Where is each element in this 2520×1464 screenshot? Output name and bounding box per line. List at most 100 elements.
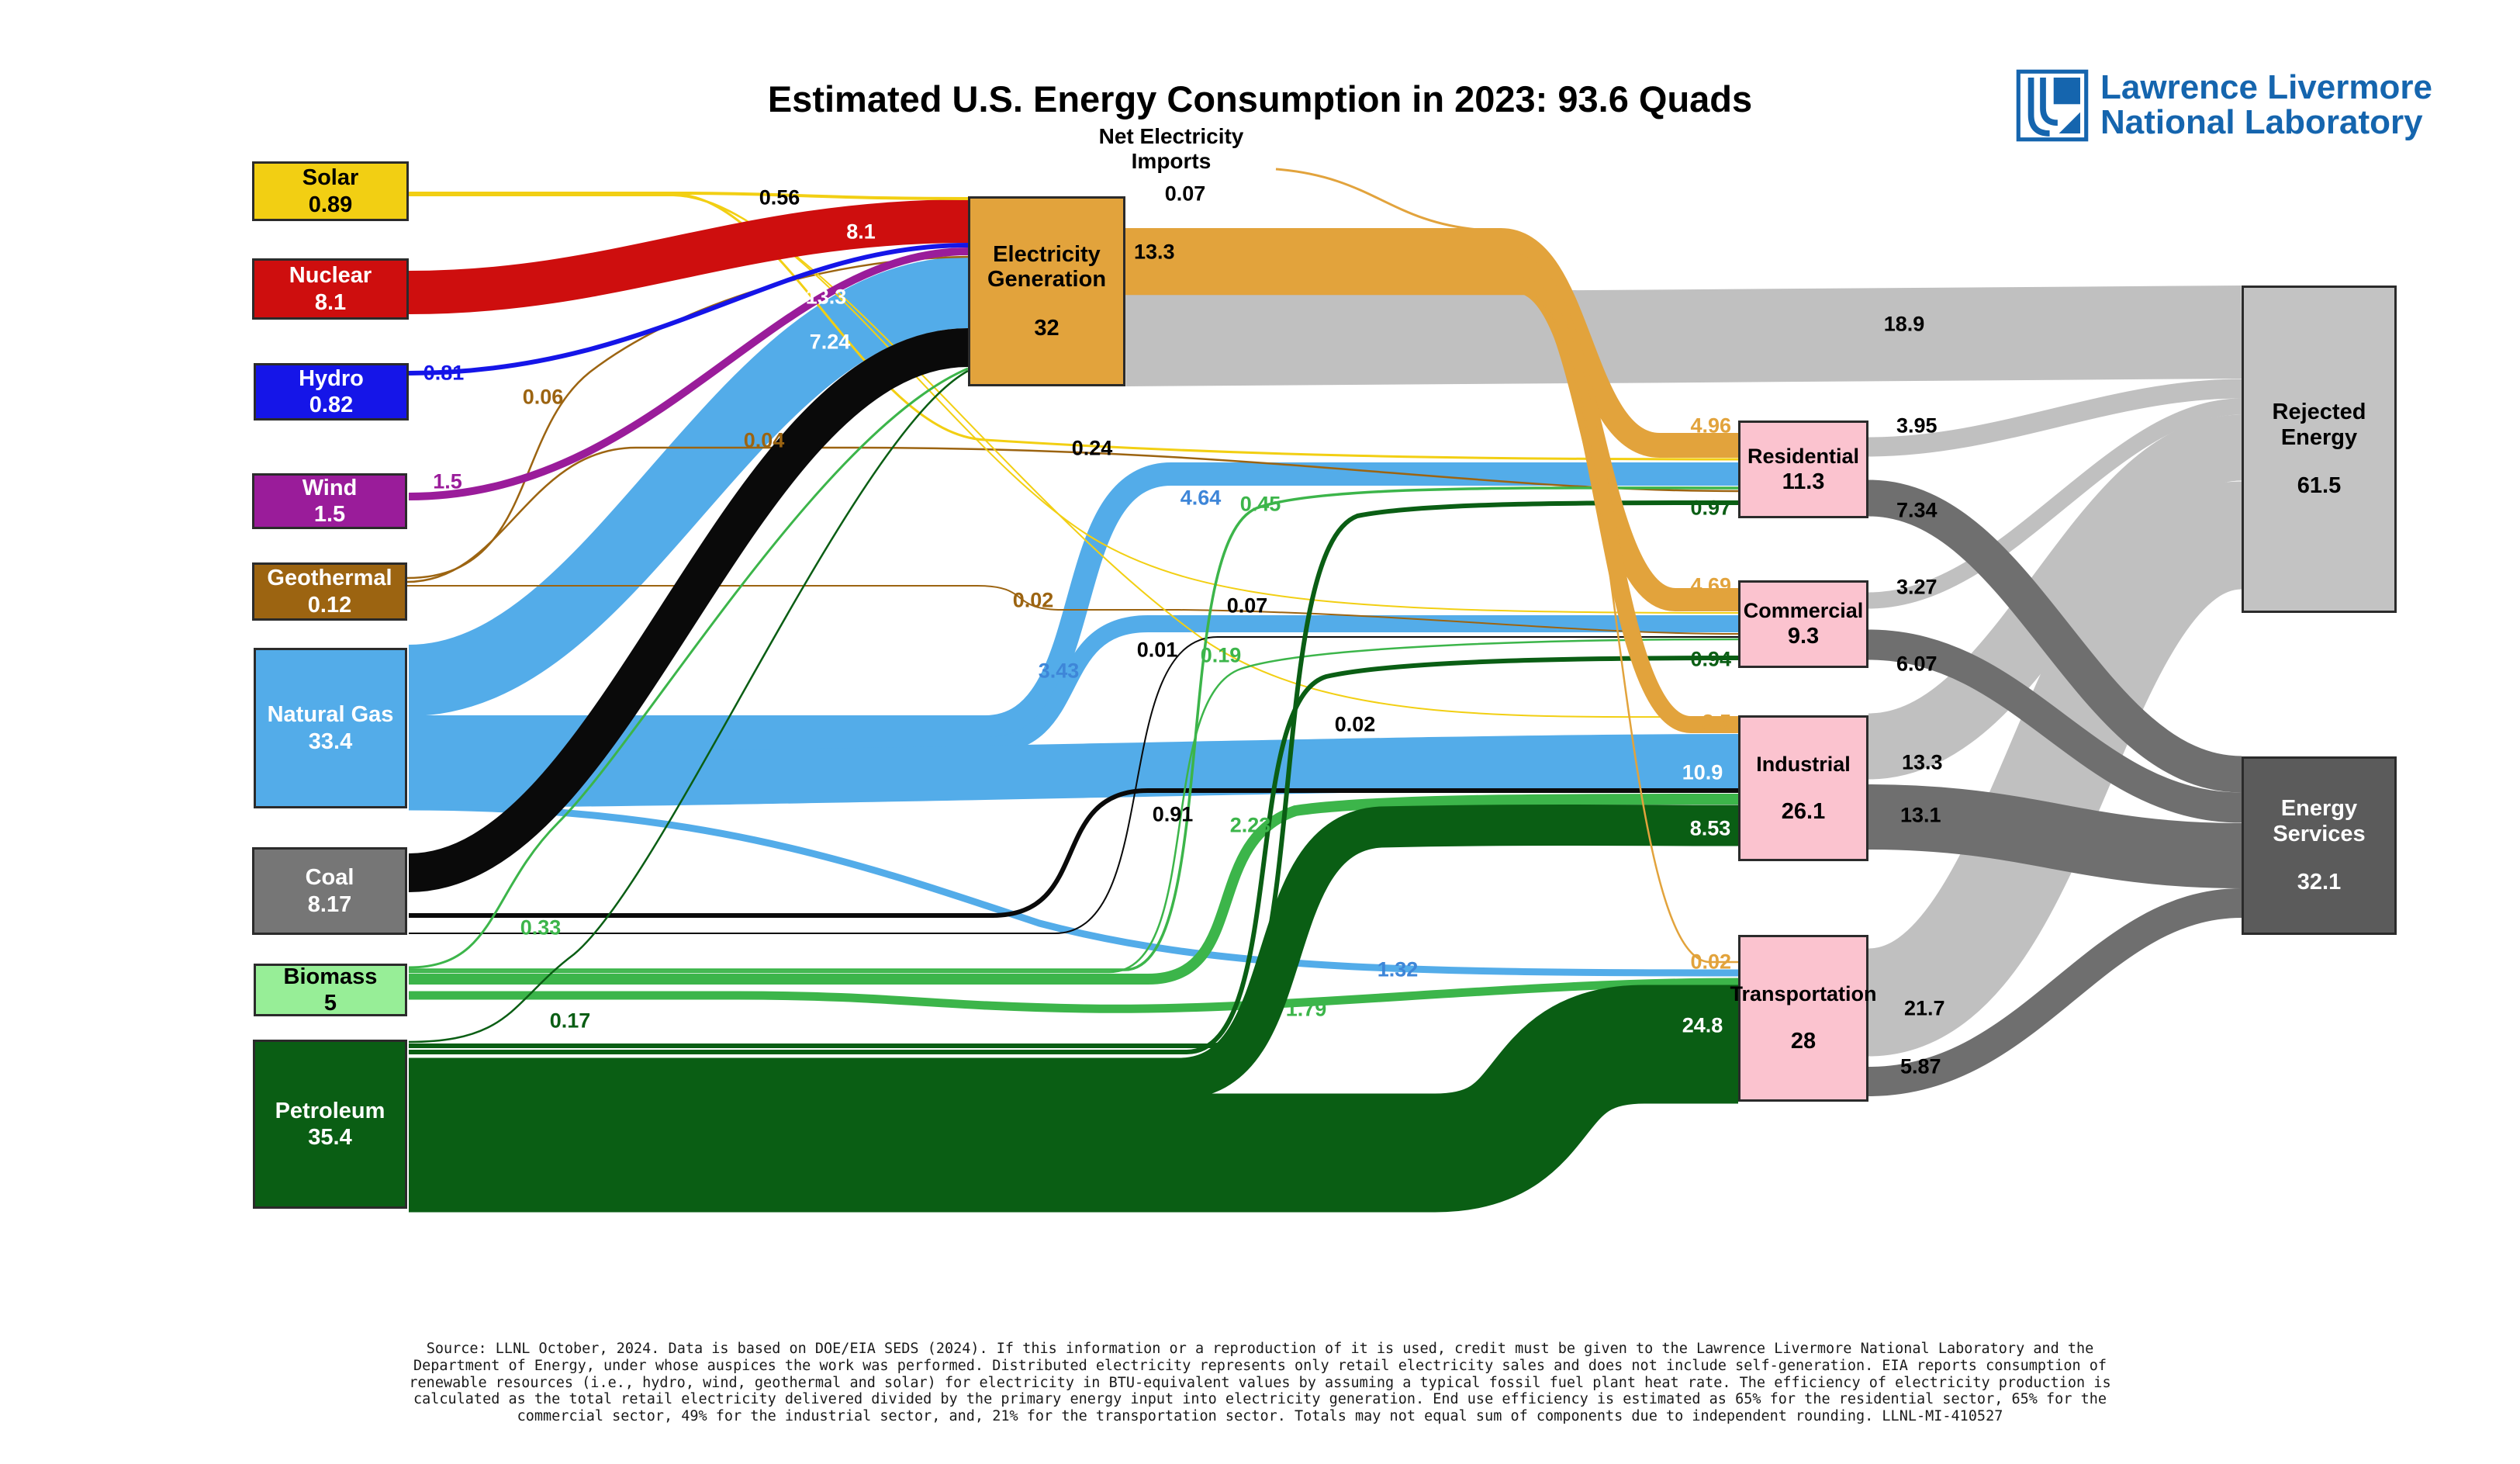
label-solar-electricity: 0.56 <box>759 185 800 209</box>
llnl-logo-line2: National Laboratory <box>2100 103 2423 141</box>
label-petroleum-commercial: 0.94 <box>1690 647 1731 671</box>
label-transportation-rejected: 21.7 <box>1904 996 1945 1020</box>
node-geothermal-label: Geothermal <box>267 566 392 591</box>
node-wind-label: Wind <box>302 475 358 500</box>
flow-transportation-services <box>1868 888 2242 1096</box>
node-coal: Coal 8.17 <box>252 847 407 935</box>
label-petroleum-industrial: 8.53 <box>1689 816 1731 840</box>
flow-imports-electricity <box>1275 168 1478 231</box>
source-text-line: commercial sector, 49% for the industria… <box>517 1408 2003 1425</box>
flow-solar-electricity <box>409 192 969 200</box>
label-geothermal-residential: 0.04 <box>743 428 785 452</box>
flow-coal-commercial <box>409 636 1738 934</box>
label-residential-services: 7.34 <box>1896 498 1938 522</box>
flow-commercial-rejected <box>1868 398 2242 609</box>
label-petroleum-residential: 0.97 <box>1690 496 1731 520</box>
label-biomass-residential: 0.45 <box>1239 492 1281 516</box>
node-nuclear: Nuclear 8.1 <box>252 258 409 320</box>
node-biomass: Biomass 5 <box>254 964 407 1016</box>
node-solar-value: 0.89 <box>308 192 353 217</box>
flow-biomass-residential <box>409 486 1739 971</box>
label-naturalgas-industrial: 10.9 <box>1682 760 1723 784</box>
node-petroleum: Petroleum 35.4 <box>253 1040 407 1209</box>
label-imports-electricity: 0.07 <box>1164 182 1206 206</box>
label-coal-commercial: 0.01 <box>1136 638 1178 662</box>
label-residential-rejected: 3.95 <box>1896 414 1938 438</box>
label-geothermal-commercial: 0.02 <box>1012 588 1054 612</box>
node-hydro-value: 0.82 <box>309 393 354 417</box>
flow-wind-electricity <box>408 247 969 500</box>
flow-naturalgas-industrial <box>408 734 1739 808</box>
label-electricity-industrial: 3.5 <box>1702 710 1731 734</box>
flow-electricity-rejected <box>1125 286 2242 386</box>
label-geothermal-electricity: 0.06 <box>522 385 564 409</box>
flow-nuclear-electricity <box>408 199 969 314</box>
flow-industrial-services <box>1868 784 2242 888</box>
node-wind-value: 1.5 <box>313 502 346 527</box>
llnl-logo-text: Lawrence Livermore National Laboratory <box>2100 68 2432 141</box>
label-solar-industrial: 0.02 <box>1334 712 1376 736</box>
label-naturalgas-electricity: 13.3 <box>805 285 847 309</box>
label-electricity-transportation: 0.02 <box>1690 950 1731 974</box>
flow-petroleum-electricity <box>408 369 969 1043</box>
net-electricity-imports-label: Net Electricity Imports <box>1098 124 1244 174</box>
label-wind-electricity: 1.5 <box>433 469 462 493</box>
node-natural-gas-value: 33.4 <box>308 729 353 754</box>
flow-geothermal-residential <box>406 446 1739 583</box>
node-residential-value: 11.3 <box>1782 469 1825 494</box>
flow-residential-services <box>1868 479 2242 793</box>
label-electricity-rejected: 18.9 <box>1883 312 1925 336</box>
node-electricity-generation: Electricity Generation 32 <box>968 196 1125 386</box>
label-coal-industrial: 0.91 <box>1152 802 1194 826</box>
flow-electricity-residential <box>1125 228 1738 458</box>
flow-naturalgas-transportation <box>408 803 1739 977</box>
label-biomass-commercial: 0.19 <box>1200 643 1242 667</box>
flow-commercial-services <box>1868 629 2242 823</box>
source-text-line: Department of Energy, under whose auspic… <box>413 1357 2107 1374</box>
node-transportation-value: 28 <box>1790 1029 1817 1054</box>
label-electricity-commercial: 4.69 <box>1690 573 1731 597</box>
node-industrial-label: Industrial <box>1756 752 1851 776</box>
node-transportation: Transportation 28 <box>1730 935 1877 1102</box>
flow-naturalgas-commercial <box>409 615 1738 754</box>
node-petroleum-label: Petroleum <box>275 1098 385 1123</box>
flow-coal-electricity <box>408 328 969 892</box>
node-coal-value: 8.17 <box>307 891 352 917</box>
node-residential: Residential 11.3 <box>1738 421 1868 518</box>
node-geothermal: Geothermal 0.12 <box>252 562 407 621</box>
node-commercial-label: Commercial <box>1743 599 1864 623</box>
llnl-logo-line1: Lawrence Livermore <box>2100 68 2432 107</box>
node-commercial-value: 9.3 <box>1787 624 1820 649</box>
node-geothermal-value: 0.12 <box>307 592 352 618</box>
flow-hydro-electricity <box>408 243 969 376</box>
flow-petroleum-transportation <box>409 985 1738 1213</box>
label-petroleum-electricity: 0.17 <box>549 1009 591 1033</box>
node-industrial: Industrial 26.1 <box>1738 715 1868 861</box>
label-petroleum-transportation: 24.8 <box>1682 1013 1723 1037</box>
node-natural-gas-label: Natural Gas <box>267 702 394 728</box>
node-natural-gas: Natural Gas 33.4 <box>254 648 407 808</box>
node-coal-label: Coal <box>305 865 354 891</box>
flow-naturalgas-residential <box>409 462 1738 739</box>
label-electricity-distribution: 13.3 <box>1134 240 1175 264</box>
flow-solar-industrial <box>409 195 1739 718</box>
page-title: Estimated U.S. Energy Consumption in 202… <box>767 78 1753 119</box>
flow-petroleum-industrial <box>409 805 1739 1099</box>
node-solar: Solar 0.89 <box>252 161 409 221</box>
flow-biomass-transportation <box>409 978 1739 1013</box>
label-biomass-electricity: 0.33 <box>520 915 562 940</box>
node-electricity-generation-label: Electricity Generation <box>987 241 1107 292</box>
node-nuclear-value: 8.1 <box>314 289 347 315</box>
node-hydro: Hydro 0.82 <box>254 363 409 421</box>
label-naturalgas-commercial: 3.43 <box>1038 659 1080 683</box>
node-energy-services: Energy Services 32.1 <box>2242 756 2397 935</box>
flow-petroleum-commercial <box>409 656 1739 1054</box>
llnl-logo: Lawrence Livermore National Laboratory <box>2015 68 2432 143</box>
node-wind: Wind 1.5 <box>252 473 407 529</box>
node-commercial: Commercial 9.3 <box>1738 580 1868 668</box>
node-energy-services-value: 32.1 <box>2297 870 2342 895</box>
label-commercial-rejected: 3.27 <box>1896 575 1938 599</box>
flow-transportation-rejected <box>1865 481 2246 1057</box>
node-rejected-energy-value: 61.5 <box>2297 473 2342 499</box>
